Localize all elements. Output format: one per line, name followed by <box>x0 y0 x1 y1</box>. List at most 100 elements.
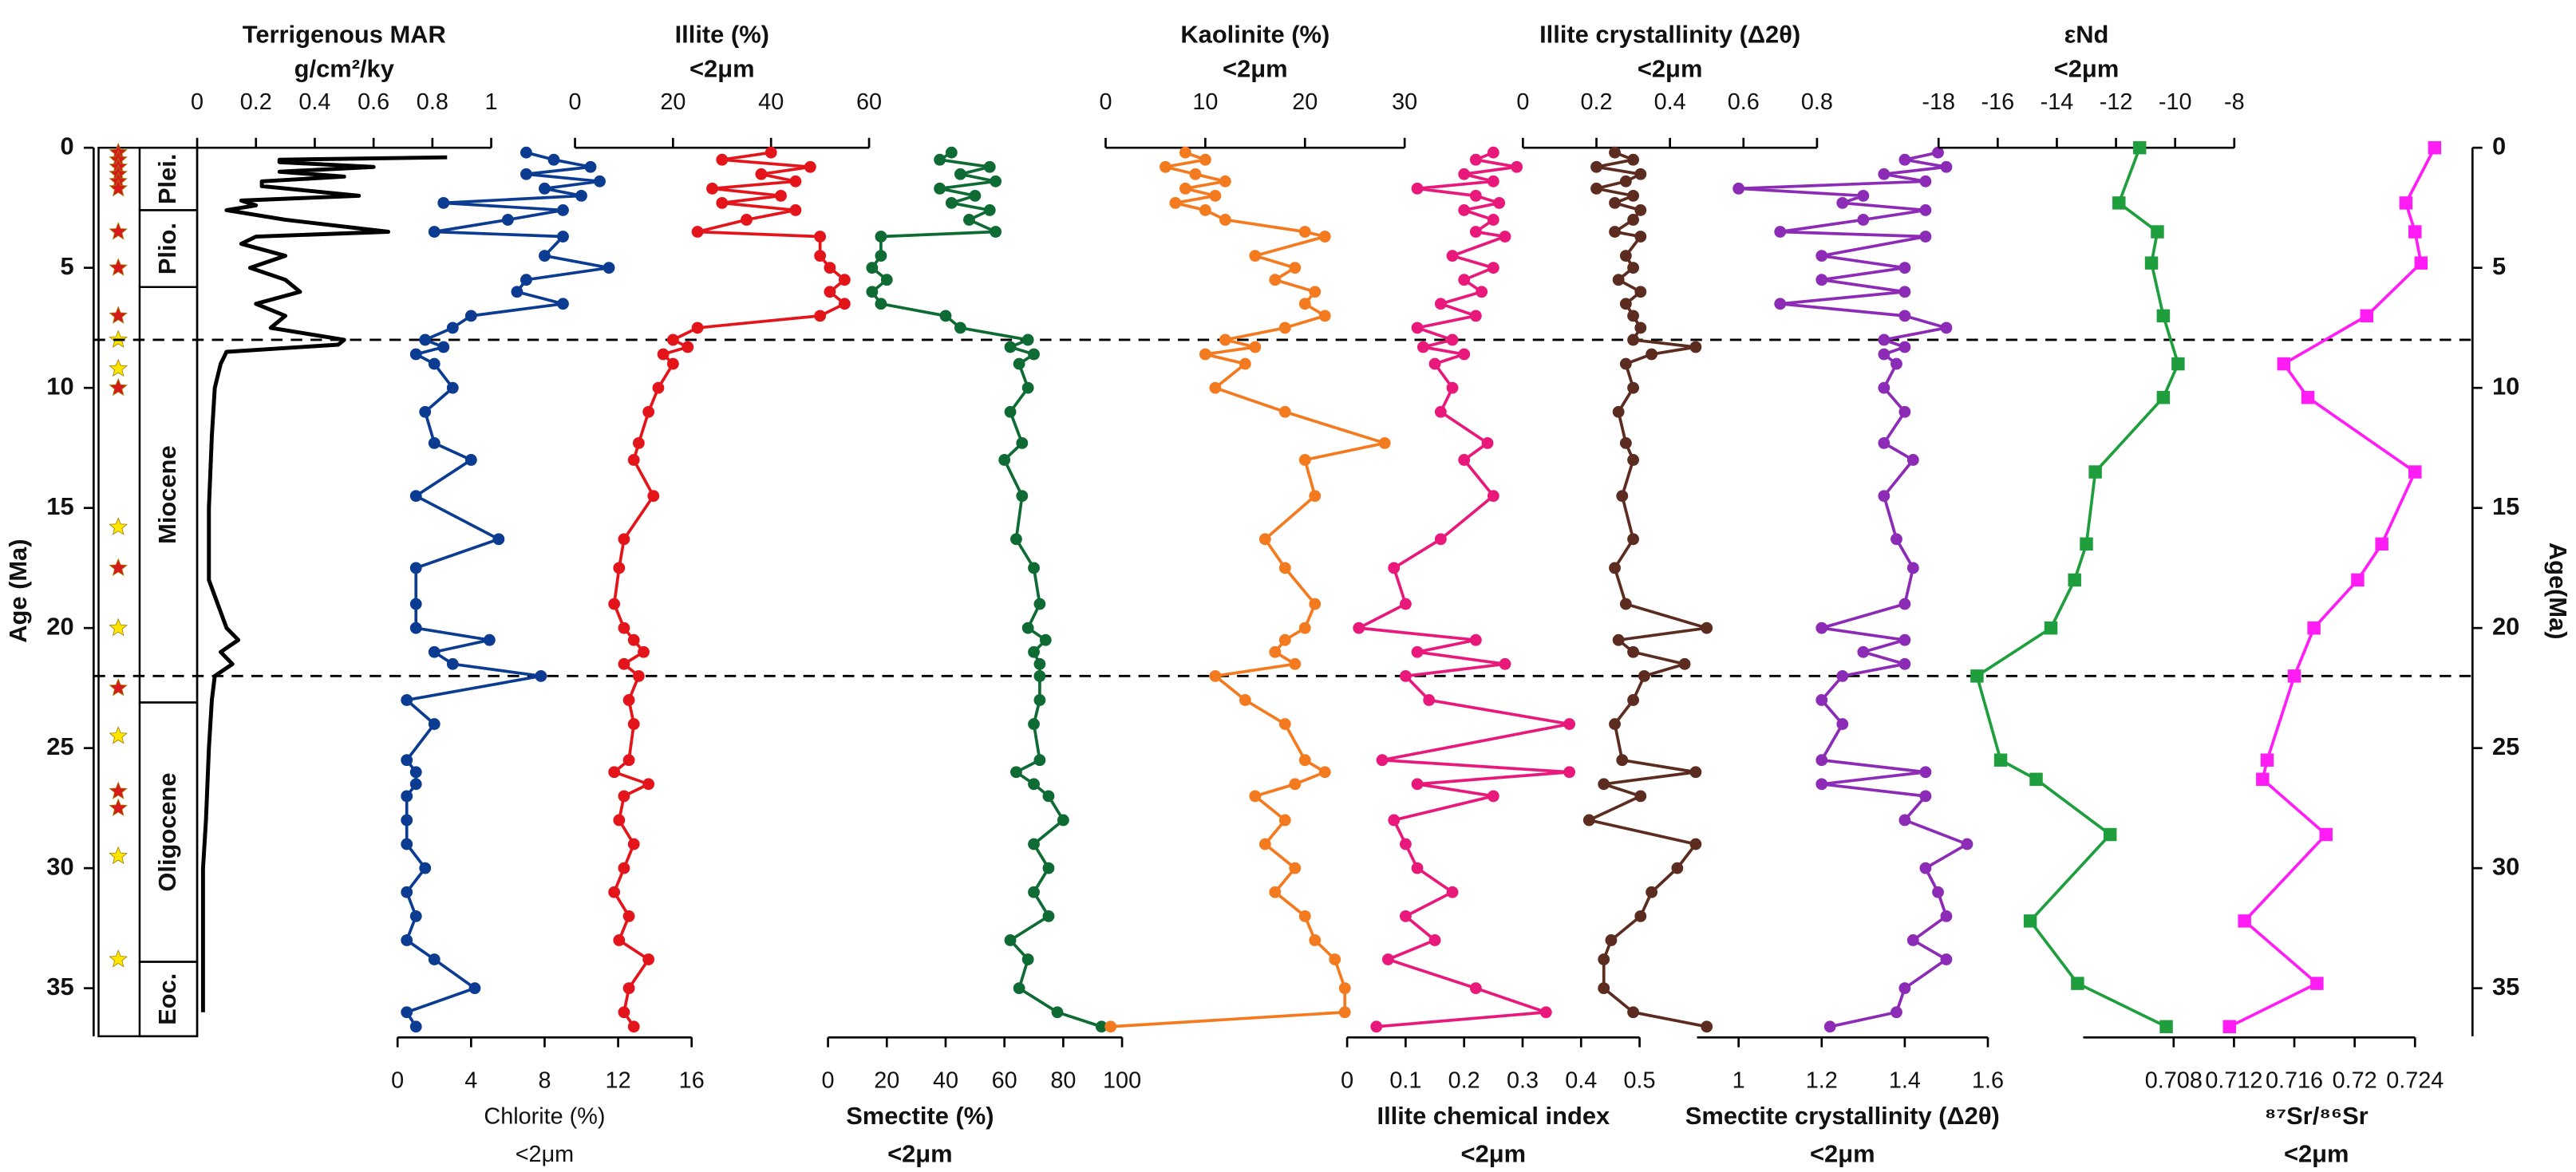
epoch-label: Plei. <box>153 154 181 204</box>
x-tick-label: 0 <box>1341 1067 1353 1093</box>
x-tick-label: 1 <box>485 89 498 115</box>
data-point <box>1028 838 1040 850</box>
data-point <box>1878 490 1891 503</box>
data-point <box>1411 862 1424 874</box>
panel-subtitle: <2μm <box>516 1142 574 1167</box>
x-tick-label: -10 <box>2159 89 2192 115</box>
series-line <box>870 151 1102 1028</box>
data-point <box>945 146 958 159</box>
x-tick-label: 0 <box>822 1067 835 1093</box>
data-point <box>1446 250 1459 262</box>
data-point <box>1028 778 1040 791</box>
data-point <box>2171 357 2185 371</box>
data-point <box>594 175 606 187</box>
data-point <box>1219 214 1231 226</box>
data-point <box>622 694 635 706</box>
panel-title: ⁸⁷Sr/⁸⁶Sr <box>2265 1102 2369 1130</box>
data-point <box>1627 262 1639 274</box>
x-tick-label: 0.4 <box>298 89 330 115</box>
x-tick-label: 0.1 <box>1389 1067 1421 1093</box>
data-point <box>627 838 640 850</box>
data-point <box>557 298 569 310</box>
series-line <box>2228 147 2436 1028</box>
data-point <box>814 310 827 322</box>
data-point <box>1179 146 1191 159</box>
data-point <box>1219 333 1231 346</box>
data-point <box>1469 310 1482 322</box>
data-point <box>954 322 966 334</box>
x-tick-label: 0 <box>1099 89 1112 115</box>
data-point <box>1487 146 1499 159</box>
data-point <box>1309 490 1322 503</box>
data-point <box>520 168 532 180</box>
data-point <box>1878 333 1891 346</box>
data-point <box>775 189 787 202</box>
x-tick-label: 0 <box>569 89 582 115</box>
star-marker <box>109 306 128 324</box>
data-point <box>1469 189 1482 202</box>
data-point <box>1487 175 1499 187</box>
series-line <box>1736 151 1969 1028</box>
series-line <box>612 151 847 1028</box>
data-point <box>814 231 827 243</box>
x-tick-label: 0 <box>191 89 203 115</box>
data-point <box>666 333 679 346</box>
x-tick-label: 0.708 <box>2145 1067 2203 1093</box>
star-marker <box>109 358 128 377</box>
panel-subtitle: <2μm <box>1461 1140 1527 1168</box>
data-point <box>1919 766 1932 779</box>
data-point <box>1269 274 1282 286</box>
x-tick-label: 10 <box>1192 89 1218 115</box>
data-point <box>1458 454 1471 466</box>
data-point <box>627 454 640 466</box>
data-point <box>2351 573 2365 587</box>
data-point <box>1616 490 1629 503</box>
series-line <box>1587 151 1709 1028</box>
x-tick-label: 80 <box>1050 1067 1076 1093</box>
data-point <box>1021 381 1034 394</box>
data-point <box>2256 772 2270 787</box>
data-point <box>789 175 802 187</box>
data-point <box>1627 189 1639 202</box>
data-point <box>618 862 630 874</box>
data-point <box>1309 934 1322 946</box>
data-point <box>983 204 996 216</box>
y-tick-label: 25 <box>46 732 73 760</box>
y-axis-label: Age (Ma) <box>4 539 32 643</box>
x-tick-label: 0.8 <box>417 89 448 115</box>
data-point <box>1028 562 1040 574</box>
data-point <box>618 1006 630 1019</box>
data-point <box>1627 1006 1639 1019</box>
panel-title: Smectite (%) <box>846 1102 994 1130</box>
data-point <box>557 231 569 243</box>
data-point <box>1028 886 1040 898</box>
data-point <box>1898 982 1911 995</box>
panel-title: Illite chemical index <box>1377 1102 1610 1130</box>
data-point <box>622 982 635 995</box>
data-point <box>866 286 879 298</box>
data-point <box>622 754 635 767</box>
panel-subtitle: <2μm <box>887 1140 953 1168</box>
data-point <box>1382 953 1394 965</box>
data-point <box>1298 454 1311 466</box>
data-point <box>1919 862 1932 874</box>
x-tick-label: 1.6 <box>1972 1067 2004 1093</box>
data-point <box>1732 182 1745 195</box>
star-marker <box>109 178 128 197</box>
data-point <box>608 886 621 898</box>
data-point <box>875 231 887 243</box>
data-point <box>983 160 996 173</box>
data-point <box>409 778 422 791</box>
data-point <box>1033 657 1046 670</box>
data-point <box>1612 274 1625 286</box>
data-point <box>1499 231 1511 243</box>
x-tick-label: 0.4 <box>1565 1067 1597 1093</box>
x-tick-label: -8 <box>2224 89 2245 115</box>
data-point <box>419 333 432 346</box>
data-point <box>2080 537 2093 551</box>
data-point <box>501 214 514 226</box>
data-point <box>1487 790 1499 803</box>
data-point <box>1612 405 1625 418</box>
data-point <box>1638 669 1650 682</box>
data-point <box>1289 657 1302 670</box>
